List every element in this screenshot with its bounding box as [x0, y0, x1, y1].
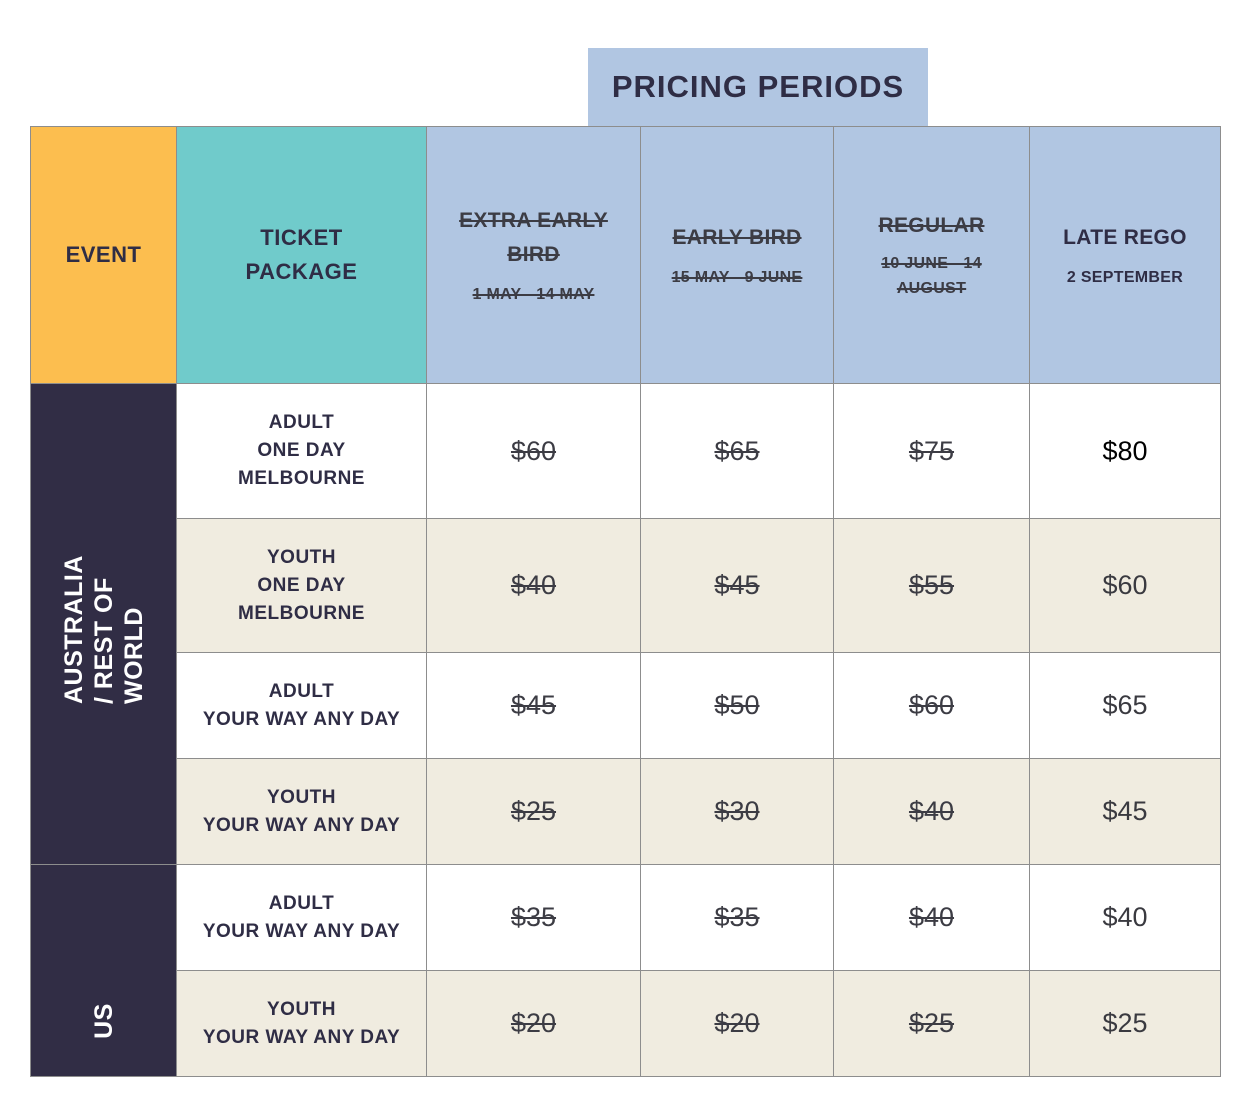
ticket-package: ADULT YOUR WAY ANY DAY — [176, 652, 427, 759]
package-location: MELBOURNE — [238, 602, 365, 624]
package-type: ADULT — [268, 892, 335, 914]
package-duration: YOUR WAY ANY DAY — [202, 708, 401, 730]
price-extra-early-bird: $40 — [426, 518, 641, 653]
price-late-rego: $45 — [1029, 758, 1221, 865]
period-dates: 15 MAY - 9 JUNE — [671, 268, 803, 286]
period-late-rego: LATE REGO 2 SEPTEMBER — [1029, 126, 1221, 384]
package-duration: YOUR WAY ANY DAY — [202, 814, 401, 836]
price-extra-early-bird: $35 — [426, 864, 641, 971]
pricing-periods-banner: PRICING PERIODS — [588, 48, 928, 126]
event-us: US — [30, 864, 177, 1077]
price-late-rego: $25 — [1029, 970, 1221, 1077]
price-late-rego: $60 — [1029, 518, 1221, 653]
package-duration: ONE DAY — [257, 440, 346, 461]
ticket-package: ADULT YOUR WAY ANY DAY — [176, 864, 427, 971]
header-row: EVENT TICKET PACKAGE EXTRA EARLY BIRD 1 … — [30, 126, 1221, 384]
table-row: AUSTRALIA / REST OF WORLD ADULT ONE DAY … — [30, 383, 1221, 865]
ticket-package: YOUTH YOUR WAY ANY DAY — [176, 970, 427, 1077]
ticket-package-header: TICKET PACKAGE — [176, 126, 427, 384]
package-type: YOUTH — [267, 786, 336, 808]
event-australia-rest-of-world: AUSTRALIA / REST OF WORLD — [30, 383, 177, 865]
period-dates: AUGUST — [896, 280, 967, 297]
pricing-table: EVENT TICKET PACKAGE EXTRA EARLY BIRD 1 … — [30, 126, 1221, 1077]
table-row: YOUTH YOUR WAY ANY DAY $25 $30 $40 $45 — [31, 758, 1221, 865]
event-label: AUSTRALIA / REST OF WORLD — [59, 555, 148, 704]
period-name: REGULAR — [878, 214, 985, 237]
period-dates: 1 MAY - 14 MAY — [472, 285, 595, 303]
period-extra-early-bird: EXTRA EARLY BIRD 1 MAY - 14 MAY — [426, 126, 641, 384]
event-label: US — [89, 1003, 118, 1039]
period-name: BIRD — [507, 242, 560, 266]
price-extra-early-bird: $25 — [426, 758, 641, 865]
price-extra-early-bird: $45 — [426, 652, 641, 759]
price-regular: $75 — [833, 383, 1030, 519]
period-name: EXTRA EARLY — [459, 208, 608, 232]
price-early-bird: $30 — [640, 758, 834, 865]
price-extra-early-bird: $20 — [426, 970, 641, 1077]
period-name: EARLY BIRD — [672, 225, 802, 249]
package-type: ADULT — [268, 412, 335, 433]
package-type: YOUTH — [267, 546, 336, 568]
package-duration: YOUR WAY ANY DAY — [202, 920, 401, 942]
table-row: US ADULT YOUR WAY ANY DAY $35 $35 $40 $4… — [30, 864, 1221, 1077]
table-row: ADULT YOUR WAY ANY DAY $45 $50 $60 $65 — [31, 652, 1221, 759]
period-dates: 2 SEPTEMBER — [1066, 268, 1184, 286]
price-regular: $40 — [833, 758, 1030, 865]
ticket-package: YOUTH YOUR WAY ANY DAY — [176, 758, 427, 865]
price-late-rego: $80 — [1029, 383, 1221, 519]
package-duration: ONE DAY — [257, 574, 346, 596]
price-regular: $40 — [833, 864, 1030, 971]
ticket-package: YOUTH ONE DAY MELBOURNE — [176, 518, 427, 653]
price-early-bird: $35 — [640, 864, 834, 971]
package-type: ADULT — [268, 680, 335, 702]
price-regular: $55 — [833, 518, 1030, 653]
period-dates: 10 JUNE - 14 — [881, 255, 982, 272]
period-early-bird: EARLY BIRD 15 MAY - 9 JUNE — [640, 126, 834, 384]
ticket-header-line1: TICKET — [260, 225, 343, 250]
price-early-bird: $65 — [640, 383, 834, 519]
table-row: YOUTH ONE DAY MELBOURNE $40 $45 $55 $60 — [31, 518, 1221, 653]
price-early-bird: $45 — [640, 518, 834, 653]
package-type: YOUTH — [267, 998, 336, 1020]
price-early-bird: $20 — [640, 970, 834, 1077]
ticket-header-line2: PACKAGE — [245, 259, 358, 284]
ticket-package: ADULT ONE DAY MELBOURNE — [176, 383, 427, 519]
period-regular: REGULAR 10 JUNE - 14 AUGUST — [833, 126, 1030, 384]
package-duration: YOUR WAY ANY DAY — [202, 1026, 401, 1048]
price-regular: $25 — [833, 970, 1030, 1077]
table-row: YOUTH YOUR WAY ANY DAY $20 $20 $25 $25 — [31, 970, 1221, 1077]
package-location: MELBOURNE — [238, 468, 365, 489]
price-late-rego: $65 — [1029, 652, 1221, 759]
price-regular: $60 — [833, 652, 1030, 759]
period-name: LATE REGO — [1063, 225, 1187, 249]
price-early-bird: $50 — [640, 652, 834, 759]
price-late-rego: $40 — [1029, 864, 1221, 971]
price-extra-early-bird: $60 — [426, 383, 641, 519]
event-header: EVENT — [30, 126, 177, 384]
